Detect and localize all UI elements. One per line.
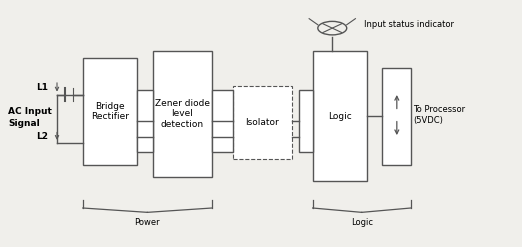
Bar	[313, 51, 367, 182]
Bar	[152, 51, 212, 177]
Text: To Processor
(5VDC): To Processor (5VDC)	[413, 105, 466, 125]
Text: Input status indicator: Input status indicator	[364, 20, 454, 29]
Text: Power: Power	[135, 218, 160, 227]
Text: Logic: Logic	[328, 112, 352, 121]
Bar	[212, 90, 233, 152]
Text: Isolator: Isolator	[245, 118, 279, 127]
Text: AC Input
Signal: AC Input Signal	[8, 107, 52, 128]
Text: L1: L1	[37, 83, 49, 92]
Bar	[382, 68, 411, 165]
Bar	[233, 86, 292, 159]
Text: Zener diode
level
detection: Zener diode level detection	[155, 99, 210, 129]
Text: Bridge
Rectifier: Bridge Rectifier	[91, 102, 129, 121]
Text: L2: L2	[37, 132, 49, 141]
Text: Logic: Logic	[351, 218, 373, 227]
Bar	[299, 90, 313, 152]
Bar	[83, 58, 137, 165]
Bar	[137, 90, 152, 152]
